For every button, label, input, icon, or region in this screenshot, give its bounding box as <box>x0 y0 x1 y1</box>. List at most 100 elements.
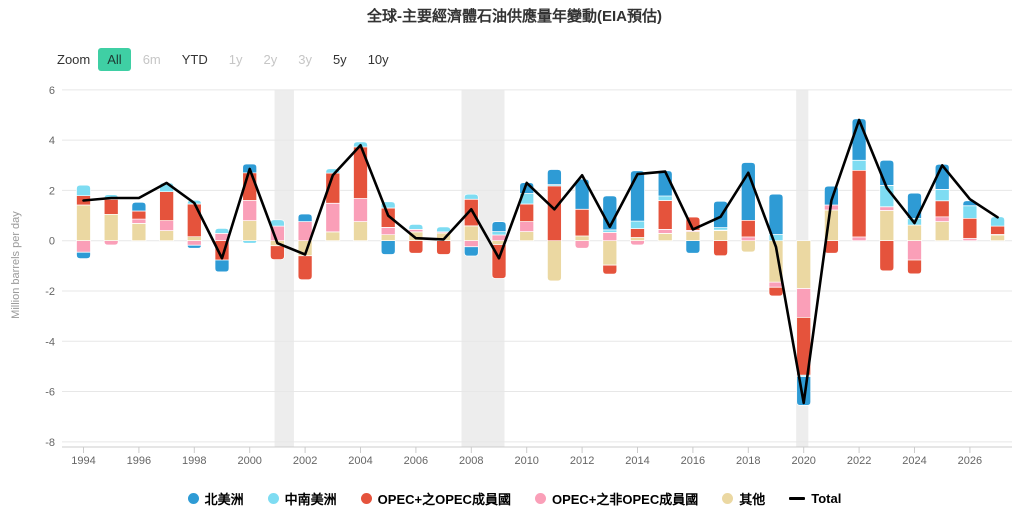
bar-segment-opec-members-2014[interactable] <box>630 228 645 238</box>
range-button-5y[interactable]: 5y <box>332 52 347 67</box>
legend-item-others[interactable]: 其他 <box>722 489 765 508</box>
bar-segment-others-2005[interactable] <box>380 234 396 242</box>
bar-segment-opec-members-2022[interactable] <box>851 169 867 238</box>
bar-segment-opec-members-1995[interactable] <box>103 198 119 215</box>
bar-segment-others-2011[interactable] <box>547 240 562 282</box>
bar-segment-north-america-1996[interactable] <box>131 201 147 212</box>
bar-segment-north-america-2011[interactable] <box>547 169 562 185</box>
bar-segment-non-opec-members-2024[interactable] <box>907 240 922 261</box>
bar-segment-others-2023[interactable] <box>879 210 895 242</box>
bar-segment-non-opec-members-2022[interactable] <box>851 236 867 242</box>
bar-segment-north-america-2022[interactable] <box>851 118 867 161</box>
bar-segment-others-1996[interactable] <box>131 223 147 242</box>
bar-segment-others-2008[interactable] <box>463 225 479 242</box>
bar-segment-opec-members-2015[interactable] <box>657 200 673 230</box>
bar-segment-non-opec-members-2008[interactable] <box>463 240 479 248</box>
bar-segment-non-opec-members-2003[interactable] <box>325 202 341 233</box>
bar-segment-others-2017[interactable] <box>713 230 728 242</box>
bar-segment-non-opec-members-1995[interactable] <box>103 240 119 246</box>
bar-segment-non-opec-members-2005[interactable] <box>380 227 396 236</box>
bar-segment-non-opec-members-2025[interactable] <box>934 216 950 222</box>
bar-segment-opec-members-1997[interactable] <box>159 191 174 221</box>
bar-segment-opec-members-2002[interactable] <box>297 255 313 281</box>
bar-segment-others-1995[interactable] <box>103 213 119 242</box>
bar-segment-north-america-2009[interactable] <box>491 221 507 232</box>
bar-segment-central-south-america-2009[interactable] <box>491 231 507 236</box>
bar-segment-opec-members-2018[interactable] <box>740 219 756 238</box>
total-line[interactable] <box>82 118 999 405</box>
bar-segment-others-1998[interactable] <box>186 236 202 242</box>
bar-segment-non-opec-members-2010[interactable] <box>519 221 535 232</box>
bar-segment-others-2024[interactable] <box>907 224 922 242</box>
bar-segment-opec-members-2001[interactable] <box>270 245 285 260</box>
bar-segment-north-america-2005[interactable] <box>380 240 396 255</box>
bar-segment-non-opec-members-2014[interactable] <box>630 240 645 246</box>
bar-segment-non-opec-members-2006[interactable] <box>408 229 424 233</box>
bar-segment-central-south-america-2001[interactable] <box>270 219 285 227</box>
bar-segment-north-america-2012[interactable] <box>574 178 590 210</box>
bar-segment-opec-members-2005[interactable] <box>380 207 396 228</box>
bar-segment-non-opec-members-1997[interactable] <box>159 220 174 231</box>
bar-segment-central-south-america-2027[interactable] <box>990 216 1005 227</box>
bar-segment-others-2016[interactable] <box>685 231 701 242</box>
bar-segment-north-america-2018[interactable] <box>740 162 756 221</box>
bar-segment-opec-members-2026[interactable] <box>962 217 978 239</box>
bar-segment-central-south-america-2017[interactable] <box>713 227 728 231</box>
bar-segment-opec-members-2025[interactable] <box>934 200 950 218</box>
bar-segment-non-opec-members-2023[interactable] <box>879 206 895 211</box>
bar-segment-non-opec-members-2009[interactable] <box>491 234 507 242</box>
bar-segment-non-opec-members-1996[interactable] <box>131 218 147 224</box>
bar-segment-north-america-1999[interactable] <box>214 259 230 273</box>
range-button-ytd[interactable]: YTD <box>181 52 208 67</box>
bar-segment-central-south-america-2007[interactable] <box>436 226 451 233</box>
bar-segment-opec-members-1996[interactable] <box>131 210 147 220</box>
bar-segment-non-opec-members-2020[interactable] <box>796 288 812 318</box>
bar-segment-central-south-america-2000[interactable] <box>242 240 258 244</box>
bar-segment-others-2018[interactable] <box>740 240 756 253</box>
bar-segment-non-opec-members-1994[interactable] <box>76 240 91 253</box>
bar-segment-central-south-america-2022[interactable] <box>851 159 867 171</box>
bar-segment-north-america-2016[interactable] <box>685 240 701 254</box>
bar-segment-opec-members-2024[interactable] <box>907 259 922 275</box>
legend-item-north-america[interactable]: 北美洲 <box>187 489 244 508</box>
bar-segment-others-1997[interactable] <box>159 230 174 242</box>
bar-segment-non-opec-members-2018[interactable] <box>740 236 756 242</box>
bar-segment-opec-members-2027[interactable] <box>990 225 1005 235</box>
bar-segment-others-2027[interactable] <box>990 234 1005 242</box>
bar-segment-non-opec-members-1998[interactable] <box>186 240 202 246</box>
bar-segment-non-opec-members-2004[interactable] <box>353 198 368 222</box>
bar-segment-opec-members-2023[interactable] <box>879 240 895 272</box>
bar-segment-others-2003[interactable] <box>325 231 341 242</box>
bar-segment-opec-members-2010[interactable] <box>519 203 535 222</box>
bar-segment-non-opec-members-2013[interactable] <box>602 232 618 242</box>
bar-segment-non-opec-members-2019[interactable] <box>768 281 784 288</box>
bar-segment-others-1994[interactable] <box>76 204 91 242</box>
bar-segment-opec-members-2012[interactable] <box>574 208 590 237</box>
bar-segment-opec-members-2008[interactable] <box>463 198 479 227</box>
bar-segment-north-america-2008[interactable] <box>463 246 479 257</box>
bar-segment-others-2025[interactable] <box>934 221 950 242</box>
bar-segment-central-south-america-2014[interactable] <box>630 220 645 229</box>
bar-segment-others-2000[interactable] <box>242 220 258 242</box>
bar-segment-others-2015[interactable] <box>657 233 673 242</box>
bar-segment-opec-members-2007[interactable] <box>436 240 451 255</box>
bar-segment-central-south-america-2025[interactable] <box>934 189 950 202</box>
bar-segment-opec-members-2017[interactable] <box>713 240 728 257</box>
bar-segment-opec-members-2006[interactable] <box>408 240 424 254</box>
bar-segment-others-2010[interactable] <box>519 231 535 242</box>
legend-item-opec-members[interactable]: OPEC+之OPEC成員國 <box>360 489 511 508</box>
range-button-all[interactable]: All <box>98 48 131 71</box>
bar-segment-non-opec-members-2015[interactable] <box>657 229 673 234</box>
range-button-10y[interactable]: 10y <box>367 52 389 67</box>
bar-segment-north-america-2002[interactable] <box>297 213 313 222</box>
legend-item-total[interactable]: Total <box>789 491 841 506</box>
bar-segment-central-south-america-2015[interactable] <box>657 195 673 201</box>
bar-segment-central-south-america-2006[interactable] <box>408 224 424 230</box>
legend-item-central-south-america[interactable]: 中南美洲 <box>267 489 337 508</box>
bar-segment-non-opec-members-2012[interactable] <box>574 240 590 249</box>
bar-segment-others-2014[interactable] <box>630 237 645 242</box>
bar-segment-central-south-america-2026[interactable] <box>962 205 978 219</box>
bar-segment-non-opec-members-2000[interactable] <box>242 200 258 221</box>
bar-segment-central-south-america-2013[interactable] <box>602 229 618 233</box>
bar-segment-north-america-1994[interactable] <box>76 251 91 259</box>
